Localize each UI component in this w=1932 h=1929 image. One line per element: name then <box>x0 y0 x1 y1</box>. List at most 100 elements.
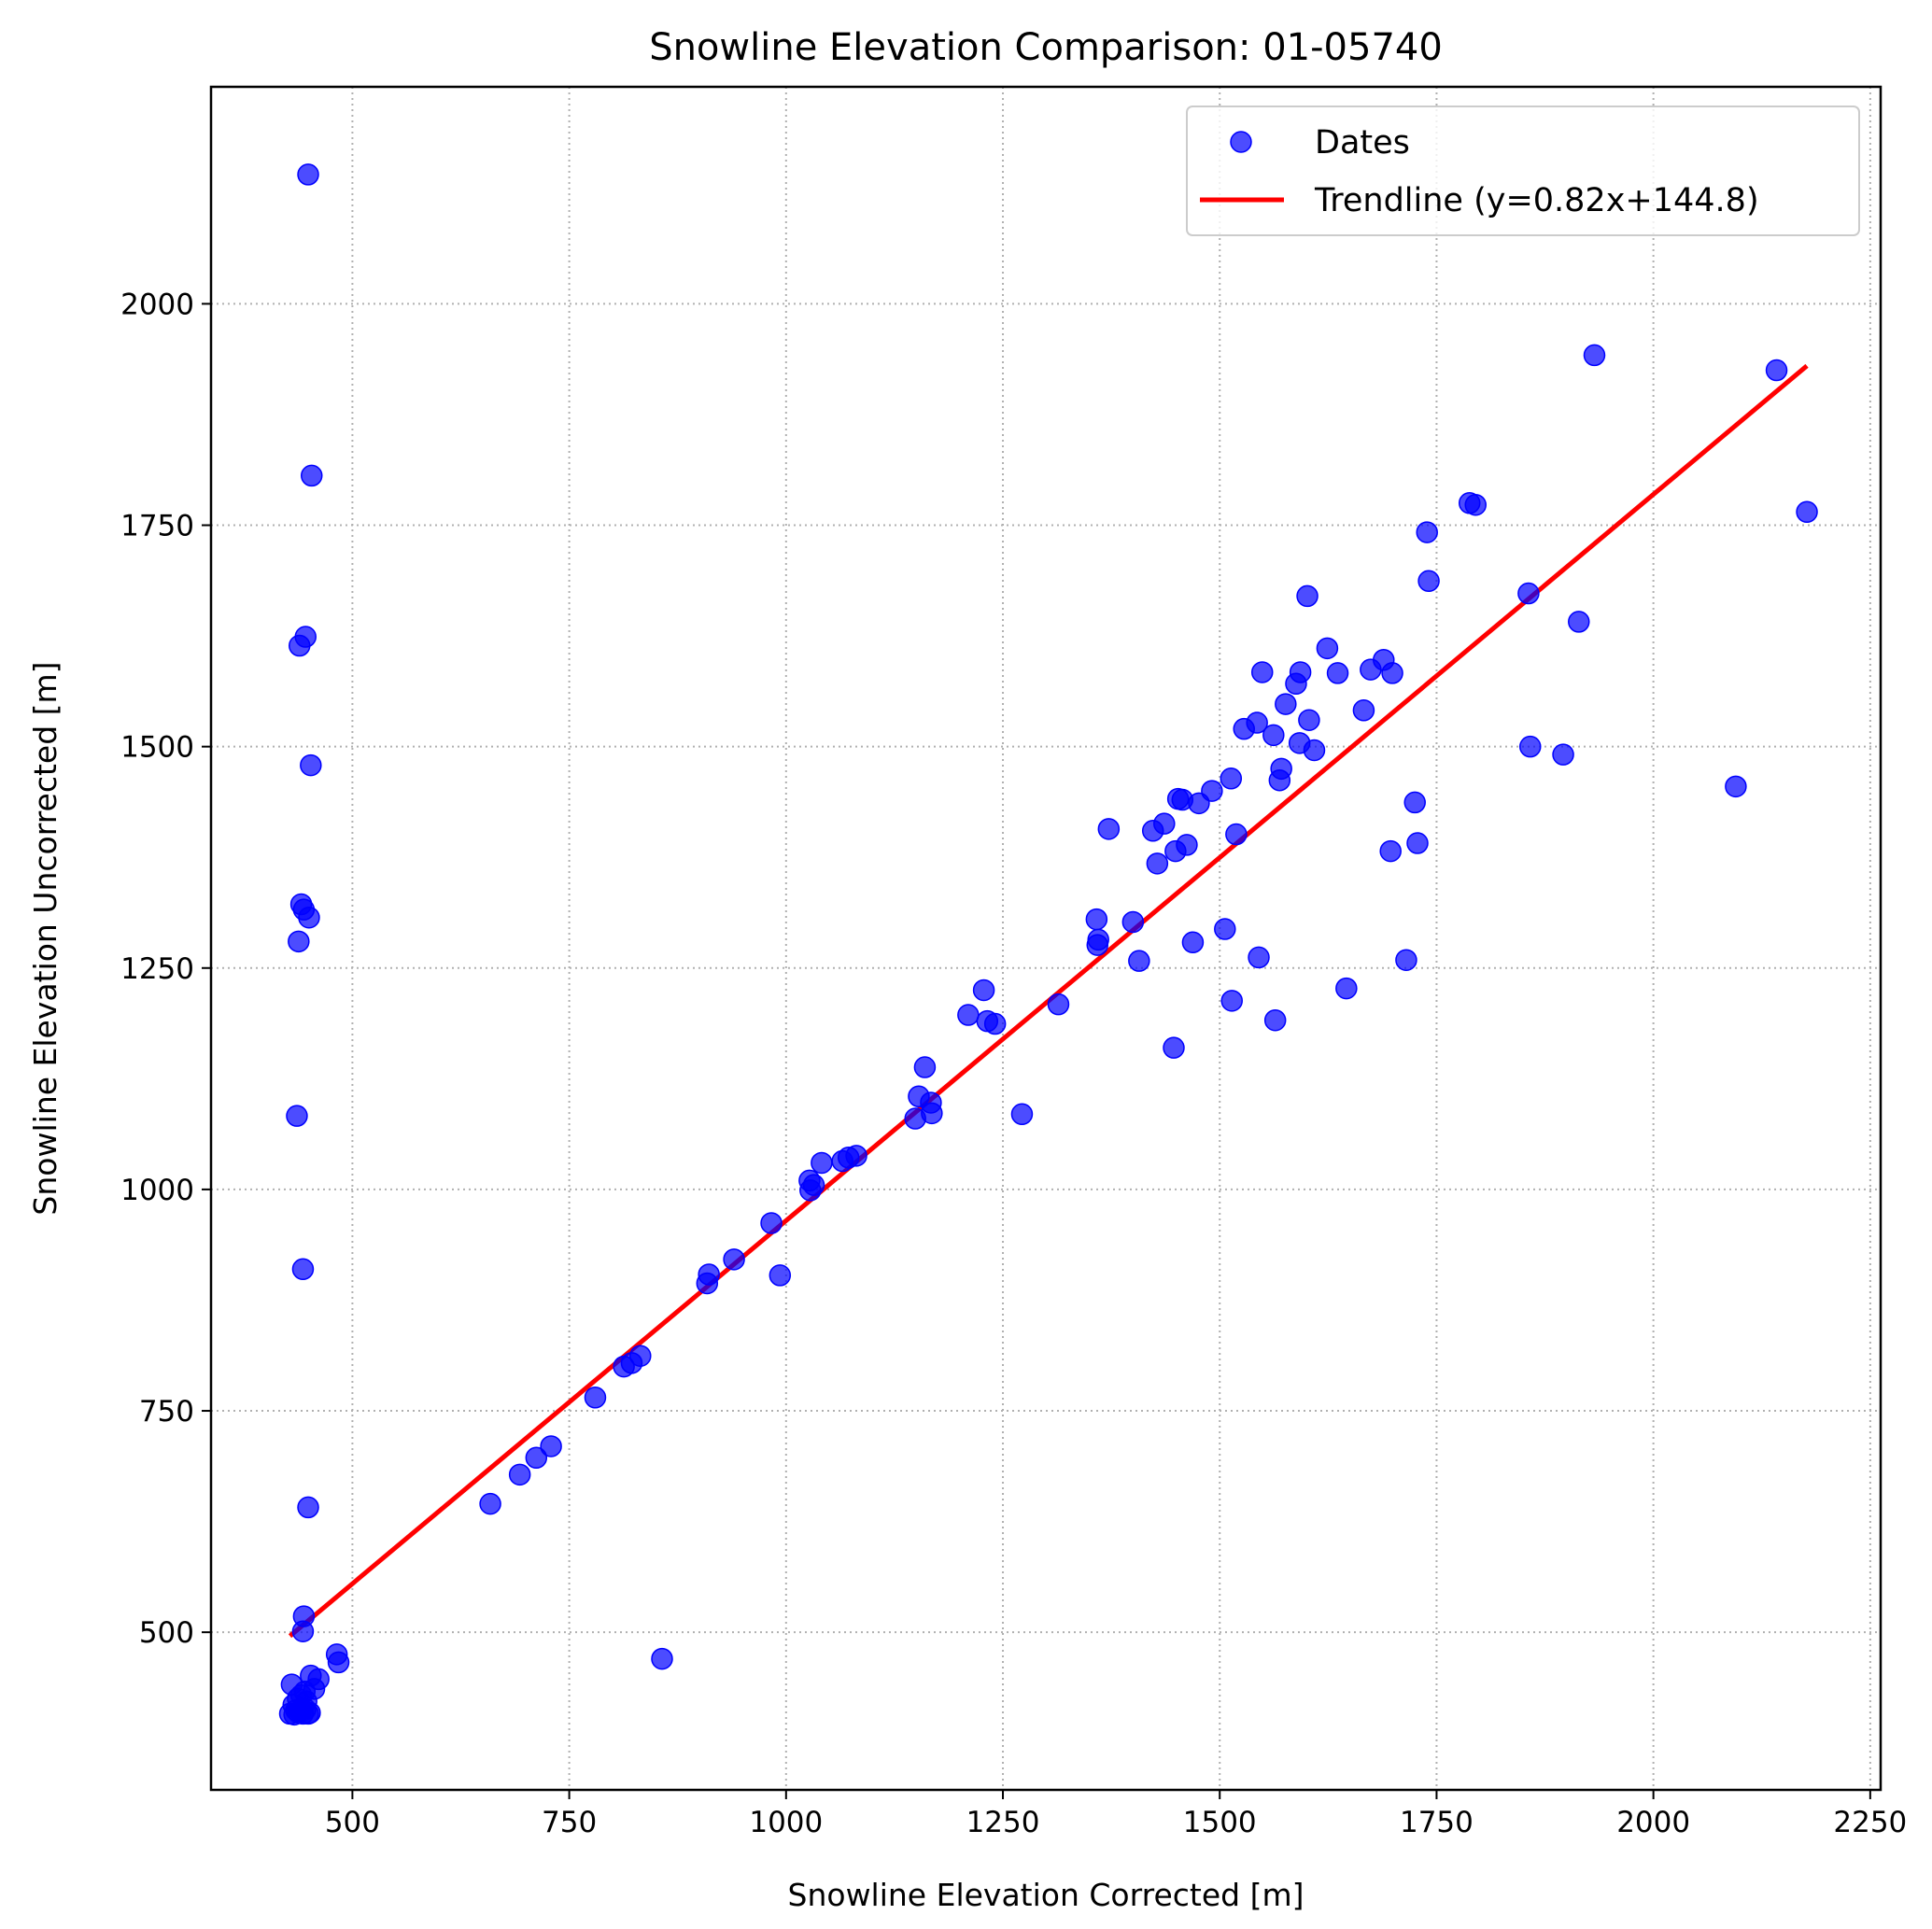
data-point <box>1220 990 1243 1012</box>
data-point <box>760 1212 783 1234</box>
data-point <box>1153 812 1176 835</box>
data-point <box>769 1264 792 1287</box>
data-point <box>1298 709 1320 731</box>
data-point <box>1176 834 1198 856</box>
data-point <box>1146 852 1169 875</box>
x-tick-label: 1750 <box>1400 1806 1474 1839</box>
data-point <box>723 1248 745 1271</box>
data-point <box>1246 711 1268 734</box>
data-point <box>957 1004 980 1026</box>
data-point <box>1519 735 1542 758</box>
data-point <box>698 1263 720 1286</box>
data-point <box>1225 823 1248 846</box>
data-point <box>1568 611 1590 633</box>
y-tick-label: 1250 <box>120 952 194 986</box>
data-point <box>540 1435 562 1457</box>
data-point <box>1201 780 1223 802</box>
data-point <box>1289 661 1312 683</box>
data-point <box>1417 570 1440 593</box>
data-point <box>479 1492 501 1515</box>
data-point <box>1262 724 1285 747</box>
data-point <box>1128 950 1150 972</box>
data-point <box>1335 977 1358 1000</box>
data-point <box>1416 521 1438 543</box>
data-point <box>298 906 320 929</box>
data-point <box>921 1102 943 1125</box>
data-point <box>584 1387 607 1409</box>
grid <box>211 87 1881 1790</box>
data-point <box>1352 699 1375 722</box>
data-point <box>629 1345 652 1367</box>
data-point <box>288 930 310 953</box>
data-point <box>1583 344 1606 367</box>
legend-marker-dates <box>1230 131 1252 153</box>
data-point <box>1181 931 1205 954</box>
legend-box <box>1186 106 1860 236</box>
data-point <box>811 1151 833 1175</box>
data-point <box>1047 993 1070 1016</box>
data-point <box>1381 662 1403 684</box>
chart-title: Snowline Elevation Comparison: 01-05740 <box>649 26 1443 69</box>
data-point <box>291 1258 315 1281</box>
data-point <box>300 753 322 777</box>
x-tick-label: 1500 <box>1183 1806 1257 1839</box>
data-point <box>1464 493 1487 516</box>
legend: Dates Trendline (y=0.82x+144.8) <box>1186 106 1860 236</box>
x-tick-label: 1250 <box>966 1806 1040 1839</box>
data-point <box>303 1678 326 1700</box>
data-point <box>1517 582 1540 605</box>
data-point <box>972 979 995 1002</box>
legend-label-trendline: Trendline (y=0.82x+144.8) <box>1314 182 1759 219</box>
y-tick-label: 750 <box>139 1395 194 1429</box>
data-point <box>1403 791 1426 814</box>
y-tick-label: 1750 <box>120 510 194 543</box>
x-tick-label: 2000 <box>1616 1806 1690 1839</box>
data-point <box>297 163 319 186</box>
data-point <box>1250 661 1274 683</box>
data-point <box>291 1620 315 1642</box>
x-tick-label: 2250 <box>1833 1806 1907 1839</box>
data-point <box>525 1446 548 1470</box>
y-tick-label: 2000 <box>120 288 194 321</box>
y-tick-label: 1000 <box>120 1174 194 1207</box>
legend-label-dates: Dates <box>1315 124 1410 162</box>
data-point <box>1303 739 1326 762</box>
data-point <box>802 1174 825 1196</box>
data-point <box>297 1496 319 1519</box>
data-point <box>1765 359 1788 382</box>
data-point <box>1379 839 1402 863</box>
data-point <box>1395 949 1417 971</box>
x-axis-label: Snowline Elevation Corrected [m] <box>788 1877 1304 1913</box>
x-tick-label: 500 <box>325 1806 380 1839</box>
data-point <box>1406 832 1429 854</box>
data-point <box>1296 584 1319 608</box>
data-point <box>1085 908 1108 931</box>
data-point <box>297 1702 319 1725</box>
data-point <box>1725 775 1747 798</box>
y-tick-label: 1500 <box>120 731 194 765</box>
data-point <box>288 634 311 657</box>
y-tick-label: 500 <box>139 1616 194 1650</box>
data-point <box>327 1651 350 1674</box>
data-point <box>845 1145 867 1167</box>
y-axis-label: Snowline Elevation Uncorrected [m] <box>27 661 63 1215</box>
data-point <box>1121 910 1145 934</box>
data-point <box>1214 918 1236 940</box>
axis-ticks: 500 750 1000 1250 1500 1750 2000 2250 500 750 1000… <box>120 288 1907 1839</box>
data-point <box>913 1056 937 1078</box>
data-point <box>1163 1036 1185 1059</box>
data-point <box>300 464 323 487</box>
data-point <box>1270 757 1292 781</box>
data-point <box>1248 946 1270 969</box>
data-point <box>983 1012 1007 1035</box>
data-point <box>1087 928 1109 951</box>
data-point <box>1263 1008 1287 1032</box>
data-point <box>1796 500 1818 524</box>
plot-area-frame <box>209 85 1883 1792</box>
data-point <box>1552 743 1574 766</box>
data-point <box>651 1647 673 1670</box>
points-layer <box>278 163 1818 1726</box>
